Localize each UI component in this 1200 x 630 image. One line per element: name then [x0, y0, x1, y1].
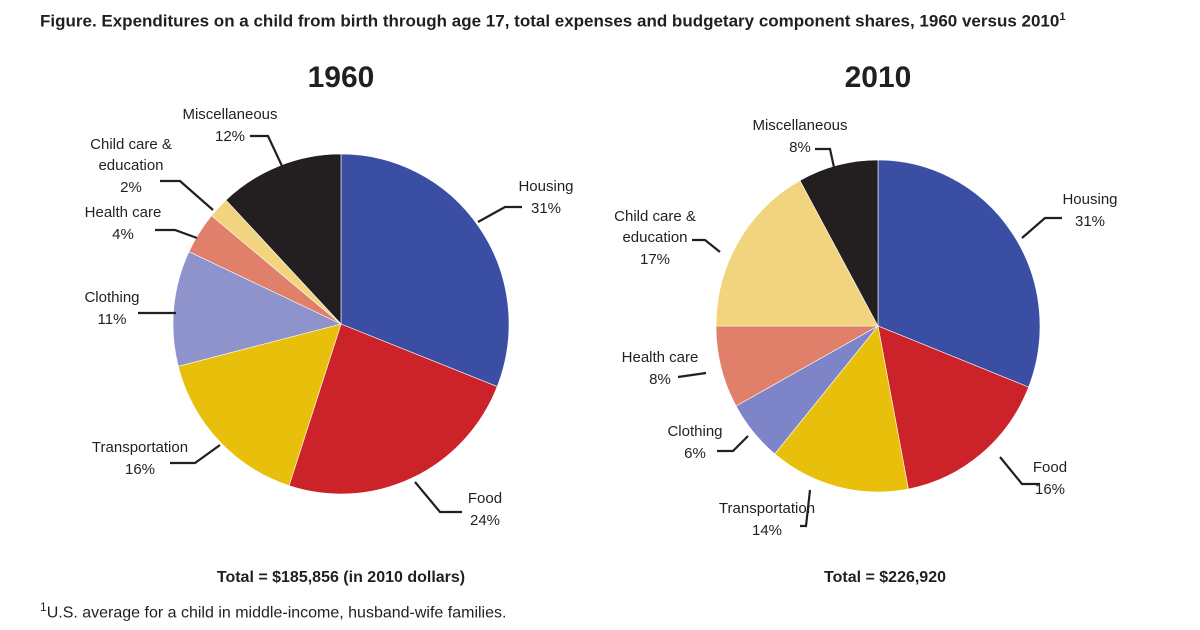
slice-value-clothing: 11%: [98, 311, 127, 328]
leader-line-food: [999, 456, 1040, 486]
slice-value-transportation: 14%: [752, 522, 782, 539]
slice-value-health-care: 8%: [649, 371, 671, 388]
slice-transportation: [774, 325, 909, 493]
slice-value-food: 24%: [470, 512, 500, 529]
slice-value-housing: 31%: [531, 200, 561, 217]
slice-label-transportation: Transportation: [719, 500, 815, 517]
footnote-marker: 1: [1059, 11, 1066, 23]
figure-title-text: Figure. Expenditures on a child from bir…: [40, 11, 1060, 31]
slice-value-food: 16%: [1035, 481, 1065, 498]
slice-housing: [340, 153, 510, 387]
slice-miscellaneous: [799, 159, 879, 327]
slice-label-child-care-education: Child care &: [614, 208, 696, 225]
slice-value-health-care: 4%: [112, 226, 134, 243]
slice-value-clothing: 6%: [684, 445, 706, 462]
slice-value-child-care-education: 17%: [640, 251, 670, 268]
total-label: Total = $185,856 (in 2010 dollars): [217, 569, 465, 586]
pie-chart-2010: 2010 Housing 31% Food 16% Transportation 14% Cl…: [614, 61, 1117, 586]
leader-line-clothing: [717, 435, 749, 453]
leader-line-child-care-education: [692, 238, 721, 253]
slice-label-food: Food: [468, 490, 502, 507]
leader-line-transportation: [170, 444, 221, 465]
slice-value-transportation: 16%: [125, 461, 155, 478]
slice-label-clothing: Clothing: [84, 289, 139, 306]
slice-label-clothing: Clothing: [667, 423, 722, 440]
footnote-marker: 1: [40, 600, 47, 614]
slice-label-health-care: Health care: [622, 349, 699, 366]
leader-line-housing: [1021, 216, 1062, 239]
slice-clothing: [172, 251, 342, 367]
figure-title: Figure. Expenditures on a child from bir…: [40, 6, 1180, 33]
slice-label-housing: Housing: [518, 178, 573, 195]
slice-food: [288, 323, 498, 495]
total-label: Total = $226,920: [824, 569, 946, 586]
slice-value-miscellaneous: 12%: [215, 128, 245, 145]
pie-title: 2010: [845, 61, 912, 94]
slice-value-housing: 31%: [1075, 213, 1105, 230]
slice-miscellaneous: [225, 153, 342, 325]
leader-line-transportation: [800, 489, 812, 528]
slice-label-miscellaneous: Miscellaneous: [752, 117, 847, 134]
slice-food: [877, 325, 1030, 490]
slice-label-transportation: Transportation: [92, 439, 188, 456]
slice-label-child-care-education: education: [98, 157, 163, 174]
slice-value-child-care-education: 2%: [120, 179, 142, 196]
slice-label-child-care-education: education: [622, 229, 687, 246]
slice-child-care-education: [715, 180, 879, 327]
slice-transportation: [177, 323, 342, 487]
slice-value-miscellaneous: 8%: [789, 139, 811, 156]
slice-housing: [877, 159, 1041, 388]
footnote: 1U.S. average for a child in middle-inco…: [40, 600, 506, 622]
pie-chart-1960: 1960 Housing 31% Food 24% Transportation 16% Cl…: [84, 61, 573, 586]
slice-label-miscellaneous: Miscellaneous: [182, 106, 277, 123]
leader-line-housing: [477, 205, 522, 223]
leader-line-miscellaneous: [815, 147, 837, 173]
slice-label-health-care: Health care: [85, 204, 162, 221]
slice-label-child-care-education: Child care &: [90, 136, 172, 153]
pie-title: 1960: [308, 61, 375, 94]
footnote-text: U.S. average for a child in middle-incom…: [46, 604, 507, 622]
slice-label-food: Food: [1033, 459, 1067, 476]
leader-line-food: [414, 481, 462, 514]
leader-line-child-care-education: [160, 179, 214, 211]
leader-line-health-care: [677, 371, 707, 379]
leader-line-miscellaneous: [250, 134, 283, 167]
leader-line-health-care: [155, 228, 198, 240]
slice-label-housing: Housing: [1062, 191, 1117, 208]
